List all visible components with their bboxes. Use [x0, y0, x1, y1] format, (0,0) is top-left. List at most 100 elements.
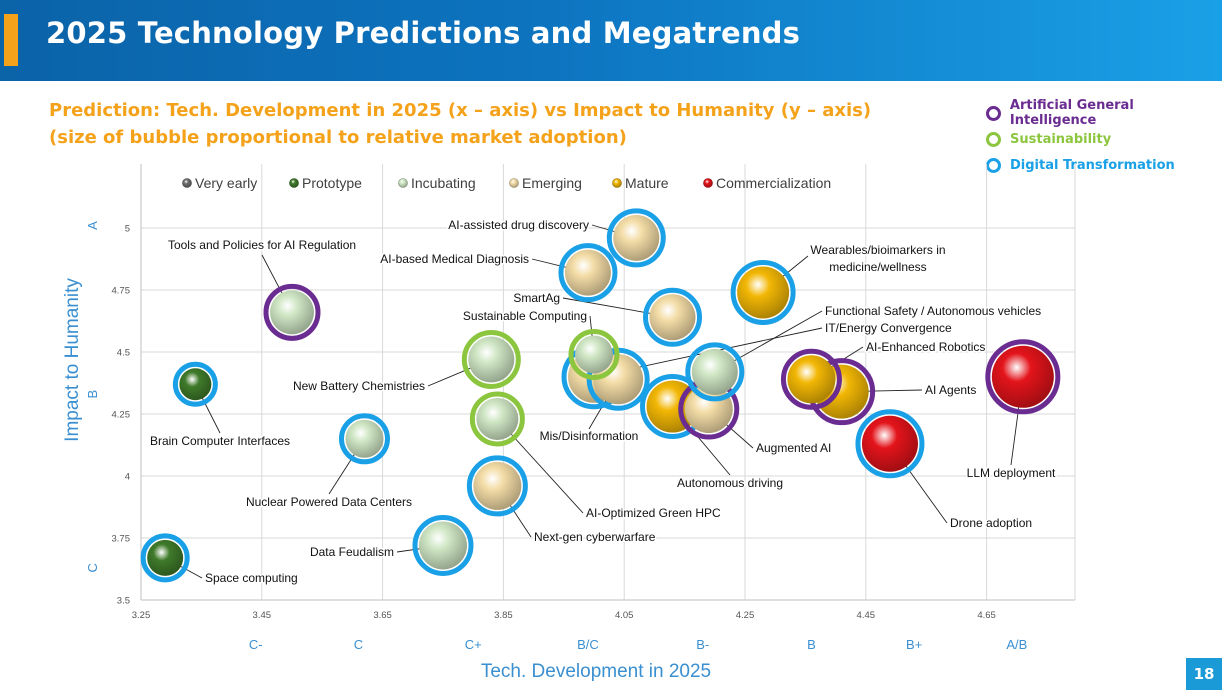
- ring-icon: [986, 157, 1001, 173]
- x-tick-label: 3.65: [373, 610, 392, 621]
- maturity-legend-label: Commercialization: [716, 175, 831, 191]
- y-grade-label: A: [85, 221, 100, 230]
- bubble-label: Space computing: [205, 571, 298, 585]
- maturity-legend-label: Emerging: [522, 175, 582, 191]
- bubble-label: Drone adoption: [950, 516, 1032, 530]
- bubble-label: Tools and Policies for AI Regulation: [168, 238, 356, 252]
- x-grade-label: C+: [465, 637, 482, 652]
- bubble: [855, 409, 925, 479]
- bubble-ring: [412, 514, 474, 576]
- header-bar: 2025 Technology Predictions and Megatren…: [0, 0, 1222, 81]
- maturity-legend-dot: [289, 178, 299, 188]
- maturity-legend-label: Prototype: [302, 175, 362, 191]
- x-tick-label: 3.45: [253, 610, 272, 621]
- y-grade-label: C: [85, 563, 100, 572]
- bubble: [780, 348, 842, 410]
- bubble-label: Next-gen cyberwarfare: [534, 530, 656, 544]
- ring-icon: [986, 105, 1001, 121]
- bubble-fill: [270, 290, 314, 335]
- y-grade-label: B: [85, 390, 100, 399]
- bubble: [466, 455, 528, 517]
- x-tick-label: 3.85: [494, 610, 513, 621]
- megatrend-label: Digital Transformation: [1010, 157, 1175, 173]
- maturity-legend-label: Very early: [195, 175, 257, 191]
- bubble-ring: [172, 361, 218, 407]
- bubble: [461, 329, 521, 389]
- bubbles: [140, 208, 1061, 583]
- bubble-ring: [461, 329, 521, 389]
- bubble-label: Augmented AI: [756, 441, 831, 455]
- y-tick-label: 4.5: [117, 348, 130, 359]
- y-tick-label: 4.75: [112, 286, 131, 297]
- bubble-label: New Battery Chemistries: [293, 379, 425, 393]
- bubble-ring: [568, 328, 620, 380]
- ring-icon: [986, 131, 1001, 147]
- bubble: [263, 283, 321, 341]
- x-tick-label: 3.25: [132, 610, 151, 621]
- bubble-fill: [861, 415, 918, 472]
- bubble-label: Data Feudalism: [310, 545, 394, 559]
- bubble-label: AI-Enhanced Robotics: [866, 340, 985, 354]
- bubble: [412, 514, 474, 576]
- x-grade-label: B/C: [577, 637, 599, 652]
- subtitle-line-1: Prediction: Tech. Development in 2025 (x…: [49, 100, 872, 121]
- x-axis-title: Tech. Development in 2025: [481, 661, 711, 682]
- bubble-fill: [179, 368, 212, 401]
- bubble-label: Sustainable Computing: [463, 309, 587, 323]
- megatrend-label: Artificial General Intelligence: [1009, 98, 1134, 128]
- x-grade-label: B: [807, 637, 816, 652]
- x-grade-label: C: [354, 637, 363, 652]
- y-tick-label: 3.5: [117, 596, 130, 607]
- bubble-label: Autonomous driving: [677, 476, 783, 490]
- bubble-fill: [991, 345, 1054, 408]
- x-grade-label: A/B: [1006, 637, 1027, 652]
- bubble-label: Nuclear Powered Data Centers: [246, 495, 412, 509]
- bubble-fill: [564, 249, 611, 296]
- chart-subtitle: Prediction: Tech. Development in 2025 (x…: [49, 97, 871, 151]
- bubble: [643, 287, 703, 347]
- bubble-label: Functional Safety / Autonomous vehicles: [825, 304, 1041, 318]
- x-tick-label: 4.05: [615, 610, 634, 621]
- x-tick-label: 4.65: [977, 610, 996, 621]
- bubble-fill: [691, 348, 738, 395]
- bubble-label: LLM deployment: [967, 466, 1056, 480]
- bubble-fill: [473, 461, 522, 510]
- bubble-ring: [466, 455, 528, 517]
- bubble: [606, 208, 666, 268]
- megatrend-legend-item: Artificial General Intelligence: [986, 98, 1222, 128]
- bubble-fill: [787, 355, 836, 404]
- page-title: 2025 Technology Predictions and Megatren…: [46, 16, 801, 50]
- bubble-ring: [558, 243, 618, 303]
- maturity-legend-label: Mature: [625, 175, 669, 191]
- bubble-label: Brain Computer Interfaces: [150, 434, 290, 448]
- bubble: [730, 259, 796, 325]
- bubble: [568, 328, 620, 380]
- maturity-legend-dot: [509, 178, 519, 188]
- y-axis-title: Impact to Humanity: [62, 278, 83, 442]
- bubble-fill: [419, 521, 467, 570]
- x-grade-label: B+: [906, 637, 922, 652]
- bubble-fill: [147, 539, 184, 576]
- bubble-labels: AI-assisted drug discovery AI-based Medic…: [148, 217, 1057, 587]
- bubble: [140, 533, 190, 583]
- maturity-legend: Very early Prototype Incubating Emerging Mat…: [182, 175, 831, 191]
- header-accent: [4, 14, 18, 66]
- bubble-ring: [263, 283, 321, 341]
- bubble: [172, 361, 218, 407]
- bubble-fill: [468, 336, 515, 383]
- axes: 3.25 3.45 3.65 3.85 4.05 4.25 4.45 4.65 3.5 3.75 4…: [85, 164, 1075, 652]
- bubble-ring: [469, 391, 525, 447]
- x-grade-label: C-: [249, 637, 263, 652]
- maturity-legend-dot: [703, 178, 713, 188]
- subtitle-line-2: (size of bubble proportional to relative…: [49, 127, 627, 148]
- bubble: [558, 243, 618, 303]
- x-grade-label: B-: [696, 637, 709, 652]
- bubble-label: Wearables/bioimarkers in medicine/wellnes…: [810, 243, 945, 274]
- bubble: [338, 413, 390, 465]
- bubble-label: SmartAg: [513, 291, 560, 305]
- maturity-legend-dot: [182, 178, 192, 188]
- maturity-legend-dot: [612, 178, 622, 188]
- bubble-ring: [685, 342, 745, 402]
- bubble-ring: [643, 287, 703, 347]
